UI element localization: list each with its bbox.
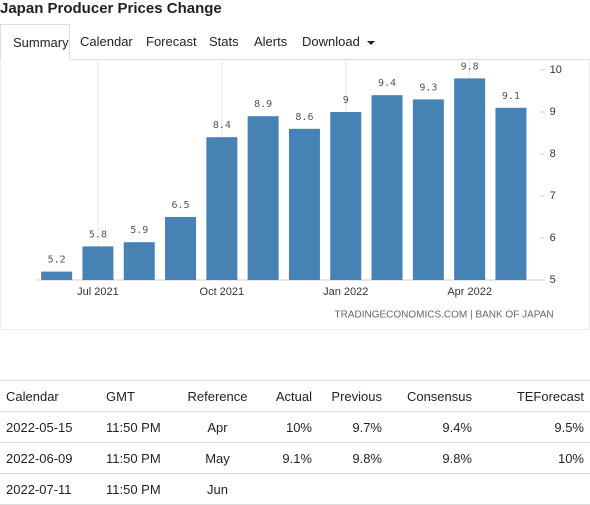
source-note: TRADINGECONOMICS.COM | BANK OF JAPAN	[334, 310, 553, 321]
table-cell: May	[180, 442, 255, 474]
bar	[454, 78, 486, 281]
bar	[247, 116, 279, 280]
table-cell: 9.1%	[255, 442, 318, 474]
table-cell	[478, 473, 590, 505]
column-header: TEForecast	[478, 380, 590, 412]
value-label: 9.1	[502, 91, 520, 102]
y-tick-label: 7	[550, 190, 556, 202]
table-row: 2022-06-09 11:50 PM May 9.1% 9.8% 9.8% 10%	[0, 442, 590, 474]
bar	[82, 246, 114, 280]
column-header: Previous	[318, 380, 388, 412]
table-cell: 9.5%	[478, 411, 590, 443]
table-cell: 2022-07-11	[0, 473, 100, 505]
table-cell: 10%	[478, 442, 590, 474]
y-tick-label: 8	[550, 148, 556, 160]
table-cell: 9.4%	[388, 411, 478, 443]
value-label: 9.3	[419, 82, 437, 93]
value-label: 5.8	[89, 229, 107, 240]
table-header: Calendar GMT Reference Actual Previous Consen…	[0, 380, 590, 412]
table-cell: 10%	[255, 411, 318, 443]
chart: 5 6 7 8 9 10 5.2 Jul 2021 5.8 5.9 6.5 Oct 2021 8.4 8.…	[36, 60, 562, 321]
table-cell: 11:50 PM	[100, 473, 180, 505]
bar	[495, 107, 527, 280]
table-cell: 9.8%	[388, 442, 478, 474]
bar	[165, 217, 197, 280]
value-label: 9.4	[378, 78, 396, 89]
table-cell	[388, 473, 478, 505]
table-cell: Apr	[180, 411, 255, 443]
x-tick-label: Jul 2021	[77, 286, 119, 298]
value-label: 5.2	[48, 255, 66, 266]
tab[interactable]: Summary	[0, 24, 70, 60]
table-cell: 11:50 PM	[100, 411, 180, 443]
value-label: 8.4	[213, 120, 231, 131]
tab[interactable]: Calendar	[80, 34, 133, 49]
value-label: 8.9	[254, 99, 272, 110]
value-label: 9.8	[461, 61, 479, 72]
caret-icon	[367, 40, 376, 45]
table-cell: 9.7%	[318, 411, 388, 443]
tab[interactable]: Forecast	[146, 34, 197, 49]
table-cell: 11:50 PM	[100, 442, 180, 474]
table-cell: 2022-06-09	[0, 442, 100, 474]
table-cell	[255, 473, 318, 505]
column-header: Actual	[255, 380, 318, 412]
table-row: 2022-05-15 11:50 PM Apr 10% 9.7% 9.4% 9.5%	[0, 411, 590, 443]
column-header: Consensus	[388, 380, 478, 412]
tab[interactable]: Download	[302, 24, 376, 60]
tab-bar: Summary Calendar Forecast Stats Alerts D…	[0, 24, 590, 60]
bar	[206, 137, 238, 280]
y-tick-label: 9	[550, 106, 556, 118]
y-tick-label: 10	[550, 64, 562, 76]
table-cell	[318, 473, 388, 505]
chart-panel: 5 6 7 8 9 10 5.2 Jul 2021 5.8 5.9 6.5 Oct 2021 8.4 8.…	[0, 60, 590, 330]
bar	[288, 128, 320, 280]
table-cell: 9.8%	[318, 442, 388, 474]
x-tick-label: Jan 2022	[323, 286, 368, 298]
value-label: 9	[343, 95, 349, 106]
column-header: Reference	[180, 380, 255, 412]
column-header: Calendar	[0, 380, 100, 412]
y-tick-label: 6	[550, 232, 556, 244]
tab[interactable]: Stats	[209, 34, 239, 49]
tab-label[interactable]: Download	[302, 34, 360, 49]
tab[interactable]: Alerts	[254, 34, 288, 49]
table-row: 2022-07-11 11:50 PM Jun	[0, 473, 590, 505]
bar	[371, 95, 403, 280]
y-tick-label: 5	[550, 274, 556, 286]
value-label: 8.6	[295, 112, 313, 123]
bar	[412, 99, 444, 281]
column-header: GMT	[100, 380, 180, 412]
value-label: 6.5	[172, 200, 190, 211]
calendar-table: Calendar GMT Reference Actual Previous Consen…	[0, 380, 590, 505]
page-title: Japan Producer Prices Change	[0, 0, 222, 17]
value-label: 5.9	[130, 225, 148, 236]
bar	[123, 242, 155, 280]
x-tick-label: Apr 2022	[447, 286, 492, 298]
table-cell: 2022-05-15	[0, 411, 100, 443]
x-tick-label: Oct 2021	[200, 286, 245, 298]
bar	[330, 112, 362, 280]
bar	[41, 271, 73, 280]
table-cell: Jun	[180, 473, 255, 505]
